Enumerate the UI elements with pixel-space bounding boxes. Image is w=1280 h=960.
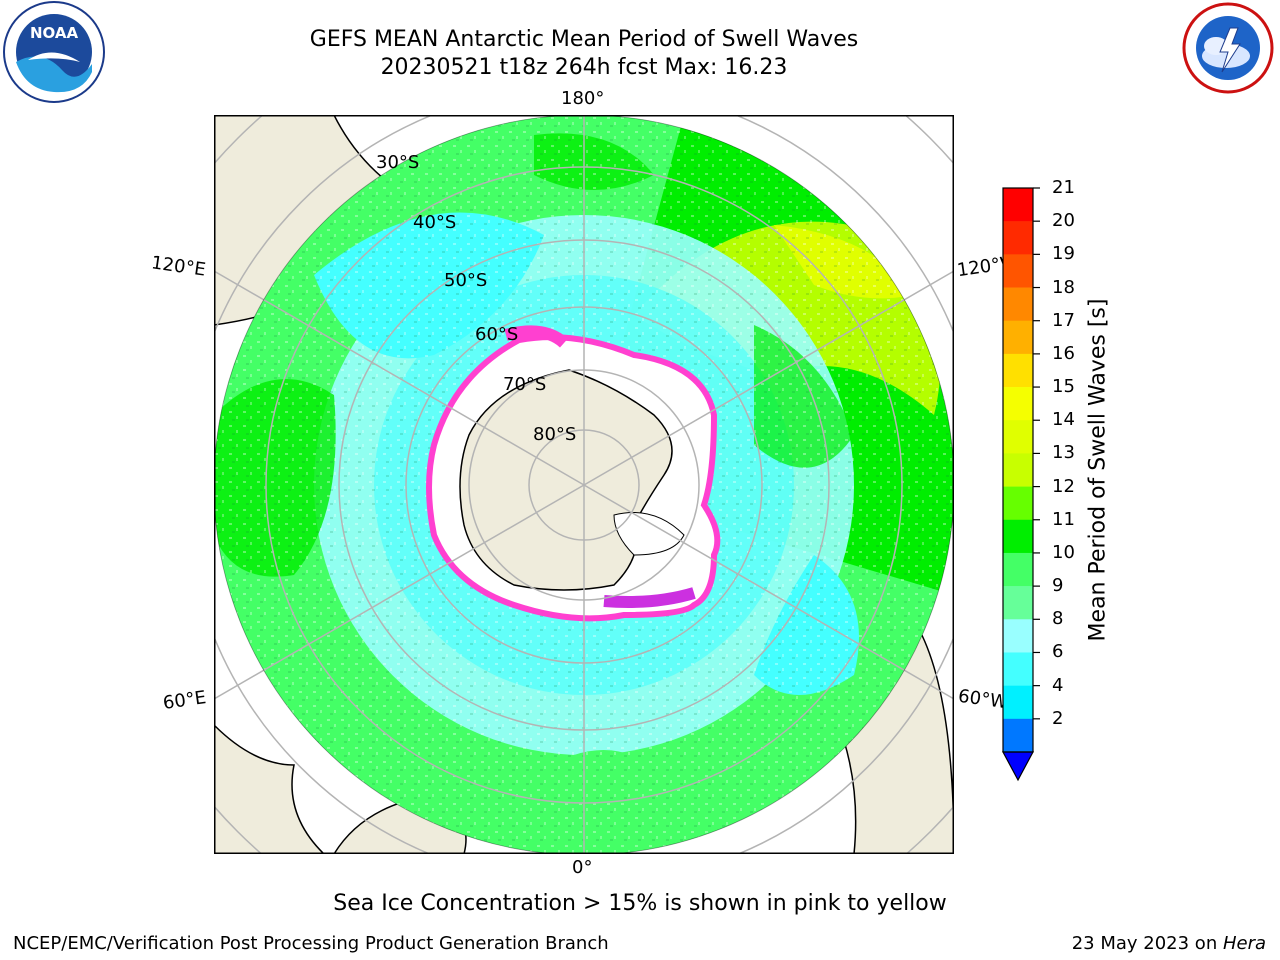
sea-ice-note: Sea Ice Concentration > 15% is shown in … [333, 891, 947, 916]
graticule [214, 115, 954, 854]
colorbar-tick-label: 19 [1052, 243, 1075, 265]
lon-label-60e: 60°E [161, 687, 208, 714]
nws-logo-icon [1182, 2, 1274, 94]
polar-map [214, 115, 954, 854]
colorbar-tick-label: 9 [1052, 575, 1064, 597]
noaa-logo-icon: NOAA [3, 1, 105, 103]
colorbar-tick-label: 10 [1052, 541, 1075, 563]
lat-label-30s: 30°S [376, 152, 420, 173]
map-border [214, 115, 954, 854]
colorbar-band [1003, 685, 1033, 720]
lon-label-180: 180° [561, 88, 605, 109]
colorbar-tick-label: 18 [1052, 276, 1075, 298]
colorbar-tick-label: 11 [1052, 508, 1075, 530]
colorbar-band [1003, 453, 1033, 487]
colorbar-band [1003, 387, 1033, 421]
lat-label-70s: 70°S [503, 374, 547, 395]
colorbar-tick-label: 16 [1052, 342, 1075, 364]
lat-label-80s: 80°S [533, 424, 577, 445]
colorbar-band [1003, 486, 1033, 521]
colorbar-band [1003, 221, 1033, 255]
colorbar-band [1003, 519, 1033, 554]
colorbar-tick-label: 21 [1052, 177, 1075, 198]
colorbar-tick-label: 15 [1052, 376, 1075, 398]
colorbar-band [1003, 420, 1033, 454]
lon-label-0: 0° [572, 857, 593, 878]
chart-subtitle: 20230521 t18z 264h fcst Max: 16.23 [380, 55, 788, 80]
colorbar [1001, 187, 1040, 782]
colorbar-band [1003, 353, 1033, 388]
colorbar-tick-label: 14 [1052, 409, 1075, 431]
colorbar-band [1003, 619, 1033, 653]
colorbar-tick-label: 17 [1052, 309, 1075, 331]
colorbar-tick-label: 13 [1052, 442, 1075, 464]
colorbar-band [1003, 188, 1033, 222]
colorbar-band [1003, 652, 1033, 686]
colorbar-label: Mean Period of Swell Waves [s] [1085, 298, 1111, 642]
colorbar-tick-label: 6 [1052, 641, 1064, 663]
colorbar-tick-label: 20 [1052, 210, 1075, 232]
lat-label-50s: 50°S [444, 270, 488, 291]
colorbar-tick-label: 2 [1052, 707, 1064, 729]
colorbar-tick-label: 8 [1052, 608, 1064, 630]
footer-date: 23 May 2023 on Hera [1072, 933, 1266, 954]
swell-period-field [214, 115, 954, 854]
footer-date-text: 23 May 2023 on [1071, 933, 1223, 954]
colorbar-tick-label: 12 [1052, 475, 1075, 497]
colorbar-tick-label: 4 [1052, 674, 1064, 696]
colorbar-band [1003, 586, 1033, 620]
colorbar-band [1003, 254, 1033, 288]
antarctica [426, 325, 721, 622]
colorbar-band [1003, 718, 1033, 753]
colorbar-extend-arrow [1001, 751, 1035, 782]
chart-title: GEFS MEAN Antarctic Mean Period of Swell… [309, 27, 859, 52]
colorbar-band [1003, 552, 1033, 587]
colorbar-band [1003, 287, 1033, 322]
footer-branch: NCEP/EMC/Verification Post Processing Pr… [13, 933, 609, 954]
lon-label-120e: 120°E [149, 252, 207, 281]
colorbar-band [1003, 320, 1033, 355]
noaa-logo-text: NOAA [30, 24, 79, 42]
lat-label-60s: 60°S [475, 324, 519, 345]
footer-machine: Hera [1222, 933, 1266, 954]
lat-label-40s: 40°S [413, 212, 457, 233]
